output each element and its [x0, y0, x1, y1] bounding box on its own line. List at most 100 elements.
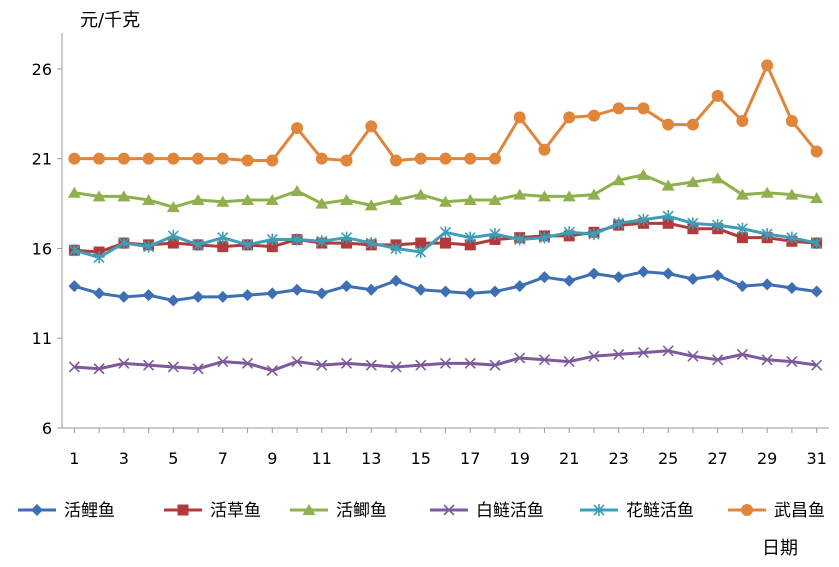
x-axis-title: 日期 [762, 538, 798, 559]
series-6 [68, 59, 823, 167]
data-point [340, 154, 353, 167]
x-tick-label: 7 [218, 449, 228, 468]
data-point [316, 235, 328, 248]
data-point [93, 287, 106, 300]
data-point [191, 193, 205, 205]
x-tick-label: 15 [411, 449, 431, 468]
data-point [266, 233, 278, 246]
data-point [68, 152, 81, 165]
data-point [167, 361, 179, 373]
data-point [68, 361, 80, 373]
data-point [68, 280, 81, 293]
data-point [637, 265, 650, 278]
data-point [365, 359, 377, 371]
data-point [761, 354, 773, 366]
legend-label: 活鲤鱼 [64, 501, 115, 521]
data-point [736, 222, 748, 235]
data-point [537, 190, 551, 202]
data-point [68, 244, 80, 257]
data-point [31, 504, 43, 516]
y-tick-label: 16 [32, 239, 52, 258]
data-point [588, 228, 600, 241]
data-point [315, 197, 329, 209]
series-5 [68, 210, 823, 264]
data-point [166, 201, 180, 213]
x-tick-label: 31 [806, 449, 826, 468]
data-point [192, 363, 204, 375]
data-point [612, 174, 626, 186]
data-point [712, 354, 724, 366]
data-point [811, 237, 823, 250]
data-point [117, 190, 131, 202]
data-point [167, 237, 179, 249]
data-point [266, 364, 278, 377]
data-point [464, 239, 476, 251]
data-point [662, 267, 675, 280]
data-point [514, 233, 526, 246]
data-point [167, 229, 179, 242]
data-point [217, 356, 229, 368]
x-tick-label: 3 [119, 449, 129, 468]
data-point [217, 241, 229, 253]
data-point [686, 176, 700, 188]
x-tick-label: 11 [312, 449, 332, 468]
data-point [488, 193, 502, 205]
data-point [291, 283, 304, 296]
legend-label: 武昌鱼 [774, 501, 825, 521]
data-point [364, 199, 378, 211]
data-point [735, 188, 749, 200]
legend-label: 活草鱼 [210, 501, 261, 521]
data-point [785, 188, 799, 200]
data-point [67, 186, 81, 198]
series-line [74, 63, 818, 162]
x-tick-label: 9 [267, 449, 277, 468]
data-point [538, 354, 551, 366]
legend-label: 白鲢活鱼 [476, 501, 544, 521]
data-point [118, 237, 130, 250]
x-tick-label: 29 [757, 449, 777, 468]
data-point [637, 347, 650, 359]
data-point [711, 172, 725, 184]
data-point [439, 226, 452, 239]
data-point [686, 272, 699, 285]
data-point [811, 359, 823, 371]
legend-item: 活鲤鱼 [18, 501, 115, 521]
data-point [736, 232, 748, 244]
data-point [593, 504, 605, 516]
x-tick-label: 19 [510, 449, 530, 468]
data-point [785, 114, 798, 127]
data-point [440, 237, 451, 249]
data-point [315, 287, 328, 300]
data-point [538, 271, 551, 284]
data-point [760, 186, 774, 198]
data-point [587, 109, 600, 122]
data-point [241, 193, 255, 205]
data-point [143, 359, 155, 371]
data-point [93, 251, 105, 264]
data-point [217, 231, 229, 244]
data-point [464, 152, 477, 165]
data-point [513, 188, 527, 200]
data-point [177, 504, 189, 516]
data-point [291, 122, 304, 135]
data-point [315, 152, 328, 165]
y-tick-label: 21 [32, 150, 52, 169]
data-point [340, 357, 353, 369]
x-tick-label: 21 [559, 449, 579, 468]
data-point [687, 350, 699, 362]
x-tick-label: 5 [168, 449, 178, 468]
data-point [390, 154, 403, 167]
x-tick-label: 1 [69, 449, 79, 468]
data-point [415, 237, 427, 249]
legend: 活鲤鱼 活草鱼 活鲫鱼 白鲢活鱼 花鲢活鱼 武昌鱼 [18, 501, 825, 521]
x-tick-label: 13 [361, 449, 381, 468]
data-point [93, 152, 106, 165]
y-tick-label: 6 [42, 419, 52, 438]
data-point [93, 363, 105, 375]
data-point [142, 193, 156, 205]
data-point [712, 219, 724, 232]
data-point [415, 246, 427, 259]
y-tick-label: 26 [32, 60, 52, 79]
data-point [662, 217, 674, 229]
legend-item: 活草鱼 [164, 501, 261, 521]
